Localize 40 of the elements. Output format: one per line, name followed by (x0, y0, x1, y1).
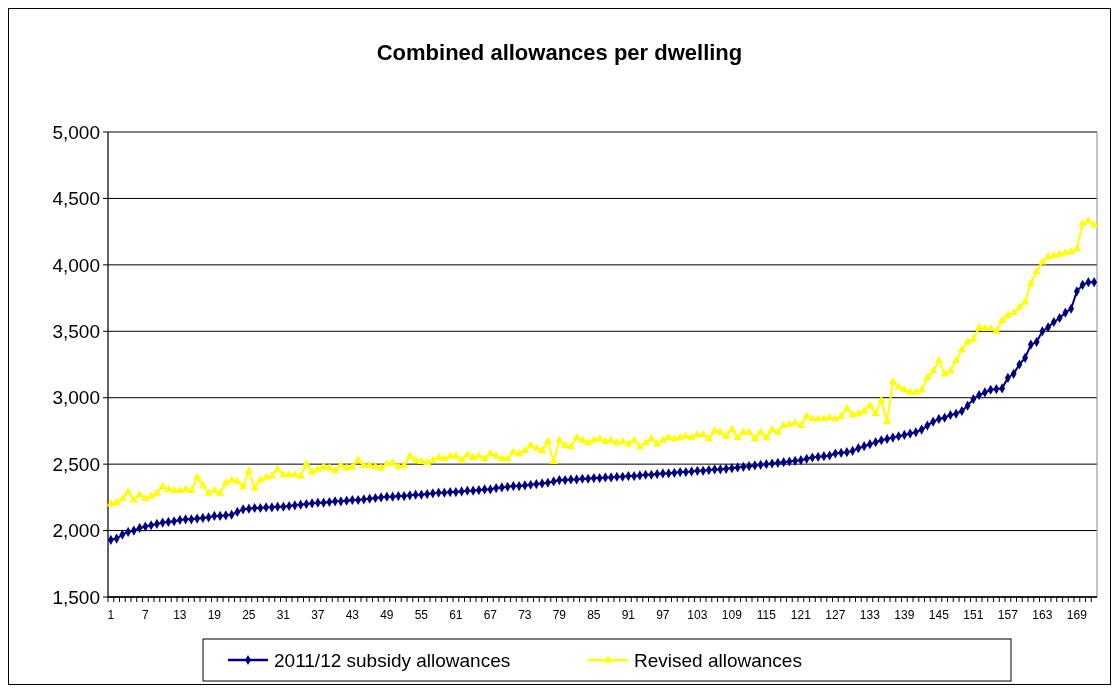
y-tick-label: 4,500 (52, 188, 100, 210)
y-tick-label: 2,500 (52, 453, 100, 475)
x-tick-label: 25 (242, 608, 256, 622)
x-tick-label: 169 (1066, 608, 1088, 622)
x-tick-label: 37 (311, 608, 325, 622)
x-tick-label: 19 (207, 608, 222, 622)
x-tick-label: 139 (894, 608, 915, 622)
x-tick-label: 157 (997, 608, 1019, 622)
y-tick-label: 5,000 (52, 121, 100, 143)
y-tick-label: 3,500 (52, 320, 100, 342)
x-tick-label: 85 (587, 608, 601, 622)
x-tick-label: 61 (449, 608, 463, 622)
x-tick-label: 103 (687, 608, 708, 622)
x-tick-label: 145 (928, 608, 950, 622)
x-tick-label: 151 (963, 608, 984, 622)
y-tick-label: 4,000 (52, 254, 100, 276)
x-tick-label: 97 (656, 608, 670, 622)
legend-label: Revised allowances (634, 649, 802, 671)
x-tick-label: 91 (621, 608, 636, 622)
x-tick-label: 163 (1032, 608, 1053, 622)
x-tick-label: 73 (518, 608, 532, 622)
x-tick-label: 13 (173, 608, 187, 622)
x-tick-label: 67 (483, 608, 498, 622)
x-tick-label: 31 (276, 608, 291, 622)
x-tick-label: 121 (790, 608, 812, 622)
y-tick-label: 3,000 (52, 387, 100, 409)
x-tick-label: 127 (825, 608, 846, 622)
x-tick-label: 1 (107, 608, 115, 622)
x-tick-label: 115 (756, 608, 777, 622)
x-tick-label: 133 (859, 608, 881, 622)
y-tick-label: 1,500 (52, 586, 100, 608)
x-tick-label: 7 (142, 608, 150, 622)
x-tick-label: 79 (552, 608, 567, 622)
x-tick-label: 55 (414, 608, 429, 622)
chart-title: Combined allowances per dwelling (376, 40, 743, 65)
legend-label: 2011/12 subsidy allowances (274, 649, 511, 671)
x-tick-label: 109 (721, 608, 743, 622)
x-tick-label: 43 (345, 608, 360, 622)
x-tick-label: 49 (380, 608, 394, 622)
y-tick-label: 2,000 (52, 520, 100, 542)
